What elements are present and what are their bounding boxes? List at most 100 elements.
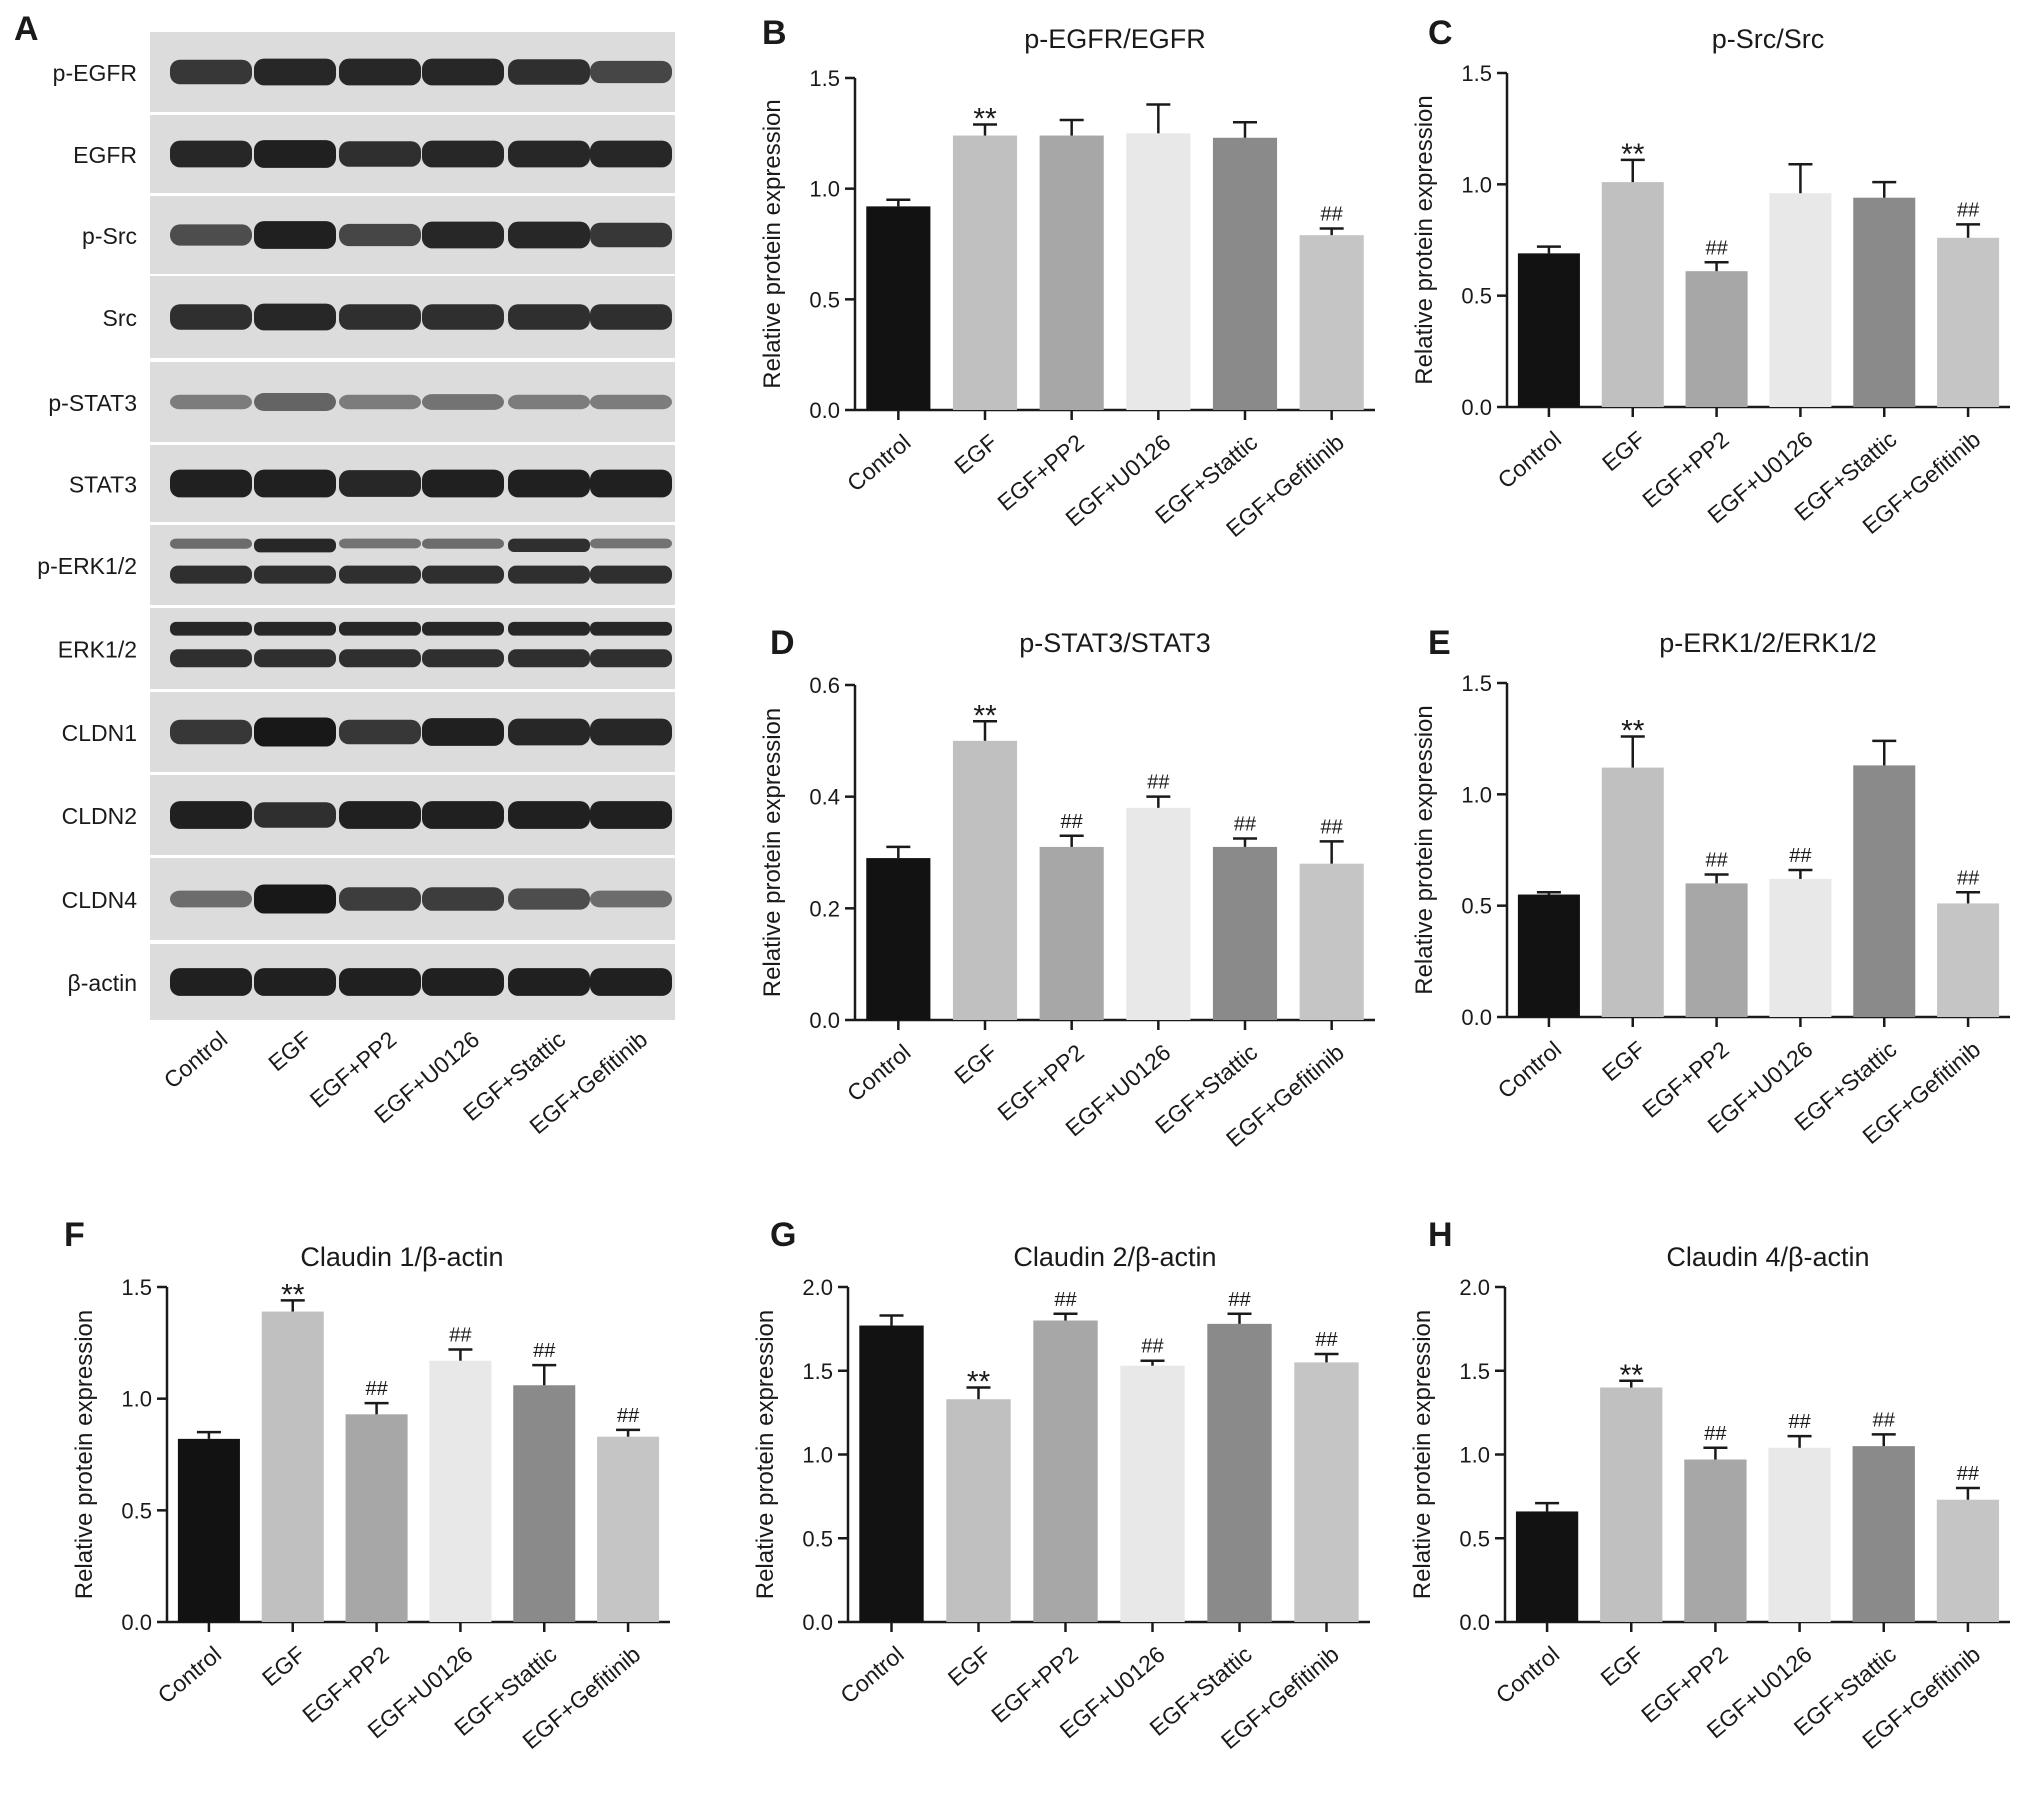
bar: [1684, 1459, 1747, 1622]
blot-band: [508, 968, 590, 996]
x-tick-label: Control: [842, 429, 916, 497]
blot-band: [590, 718, 672, 746]
x-tick-label: Control: [1491, 1641, 1565, 1709]
blot-band: [590, 394, 672, 410]
bar: [1515, 1511, 1579, 1622]
bar: [1937, 903, 2000, 1017]
western-blot-panel: Ap-EGFR EGFR p-Src Src p-STAT3 STAT3 p-ERK1/2 E…: [14, 10, 675, 1139]
y-tick-label: 1.0: [121, 1387, 152, 1412]
significance-label: ##: [1141, 1336, 1164, 1358]
blot-band: [170, 140, 252, 168]
blot-strip: [150, 362, 675, 442]
y-tick-label: 0.0: [809, 1008, 840, 1033]
significance-label: ##: [1788, 1411, 1811, 1433]
y-tick-label: 1.0: [1461, 172, 1492, 197]
bar: [177, 1438, 240, 1622]
significance-label: ##: [1315, 1329, 1338, 1351]
bar: [1852, 1446, 1915, 1622]
significance-label: ##: [1234, 814, 1257, 836]
x-tick-label: Control: [835, 1641, 909, 1709]
panel-letter: D: [770, 624, 795, 662]
blot-band: [170, 968, 252, 996]
significance-label: ##: [365, 1378, 388, 1400]
chart-title: p-ERK1/2/ERK1/2: [1659, 628, 1877, 658]
bar: [1768, 1447, 1831, 1622]
blot-band: [339, 719, 421, 745]
significance-label: ##: [1228, 1289, 1251, 1311]
bar: [952, 135, 1018, 410]
bar: [1936, 1499, 2000, 1622]
blot-band: [508, 565, 590, 584]
x-tick-label: Control: [153, 1641, 227, 1709]
significance-label: **: [1621, 714, 1645, 747]
significance-label: ##: [449, 1325, 472, 1347]
blot-band: [170, 304, 252, 330]
x-tick-label: EGF: [257, 1641, 310, 1691]
blot-band: [422, 58, 504, 86]
blot-band: [422, 801, 504, 829]
blot-band: [254, 393, 336, 411]
chart-panel-g: G Claudin 2/β-actin Relative protein expre…: [752, 1216, 1370, 1754]
bar: [1853, 765, 1916, 1017]
bar: [597, 1436, 660, 1622]
y-tick-label: 1.0: [809, 177, 840, 202]
blot-band: [508, 801, 590, 829]
blot-band: [339, 649, 421, 668]
blot-band: [339, 58, 421, 86]
x-tick-label: EGF: [949, 1039, 1002, 1089]
x-tick-label: EGF: [1596, 1641, 1649, 1691]
significance-label: ##: [1957, 1463, 1980, 1485]
significance-label: ##: [1957, 867, 1980, 889]
blot-band: [254, 565, 336, 584]
blot-band: [590, 469, 672, 498]
blot-band: [508, 538, 590, 552]
y-tick-label: 0.0: [1461, 395, 1492, 420]
y-tick-label: 0.5: [1461, 894, 1492, 919]
significance-label: ##: [1054, 1289, 1077, 1311]
significance-label: ##: [1789, 845, 1812, 867]
blot-band: [422, 565, 504, 584]
blot-band: [254, 58, 336, 86]
bar: [866, 206, 931, 410]
blot-band: [590, 649, 672, 668]
blot-band: [254, 140, 336, 168]
blot-row-label: p-Src: [82, 223, 137, 249]
blot-band: [590, 222, 672, 248]
bar: [1126, 807, 1191, 1020]
blot-band: [508, 59, 590, 85]
bar: [1039, 846, 1104, 1020]
blot-band: [339, 538, 421, 549]
x-tick-label: EGF: [1597, 1036, 1650, 1086]
blot-band: [339, 968, 421, 996]
blot-band: [339, 887, 421, 911]
blot-band: [170, 394, 252, 410]
blot-band: [170, 59, 252, 85]
blot-band: [254, 717, 336, 747]
y-tick-label: 1.5: [1461, 61, 1492, 86]
blot-band: [339, 223, 421, 247]
blot-band: [590, 538, 672, 549]
significance-label: ##: [1873, 1409, 1896, 1431]
blot-band: [339, 394, 421, 410]
bar: [1769, 193, 1832, 407]
blot-band: [508, 649, 590, 668]
blot-band: [254, 621, 336, 636]
significance-label: ##: [1321, 204, 1344, 226]
blot-band: [170, 719, 252, 745]
x-tick-label: EGF: [943, 1641, 996, 1691]
blot-band: [254, 649, 336, 668]
blot-band: [339, 621, 421, 636]
blot-row-label: p-STAT3: [48, 390, 137, 416]
blot-band: [508, 888, 590, 910]
blot-band: [422, 621, 504, 636]
bar: [1207, 1323, 1272, 1622]
y-tick-label: 0.0: [1459, 1610, 1490, 1635]
blot-band: [422, 538, 504, 549]
blot-band: [508, 221, 590, 249]
blot-band: [170, 801, 252, 829]
blot-strip: [150, 608, 675, 689]
